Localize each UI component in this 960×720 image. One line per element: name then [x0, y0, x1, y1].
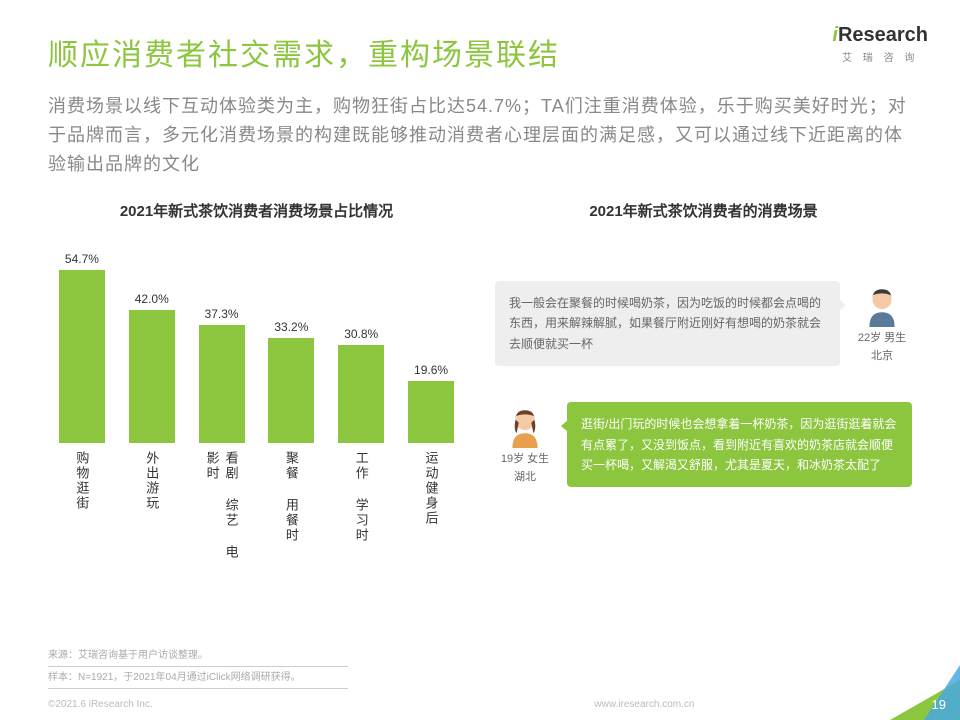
bar-category-label: 聚餐 用餐时 — [282, 451, 301, 561]
bar-chart: 54.7% 购物逛街 42.0% 外出游玩 37.3% 看剧 综艺 电影时 33.2% 聚餐 … — [48, 241, 465, 561]
footnote-line1: 来源：艾瑞咨询基于用户访谈整理。 — [48, 648, 348, 663]
logo: iResearch 艾 瑞 咨 询 — [832, 24, 928, 64]
bar-category-label: 外出游玩 — [142, 451, 161, 561]
bar-group: 30.8% 工作 学习时 — [331, 327, 391, 561]
quote-row: 19岁 女生湖北逛街/出门玩的时候也会想拿着一杯奶茶，因为逛街逛着就会有点累了，… — [495, 402, 912, 487]
content: 2021年新式茶饮消费者消费场景占比情况 54.7% 购物逛街 42.0% 外出游玩 3… — [48, 200, 912, 640]
bar-value-label: 54.7% — [65, 252, 99, 266]
bar — [59, 270, 105, 443]
quote-bubble: 我一般会在聚餐的时候喝奶茶，因为吃饭的时候都会点喝的东西，用来解辣解腻，如果餐厅… — [495, 281, 840, 366]
bar-category-label: 购物逛街 — [72, 451, 91, 561]
logo-sub: 艾 瑞 咨 询 — [832, 49, 928, 64]
url-text: www.iresearch.com.cn — [594, 699, 694, 710]
avatar-line1: 22岁 男生 — [858, 329, 906, 345]
bar — [129, 310, 175, 443]
logo-brand: iResearch — [832, 24, 928, 47]
bar-value-label: 33.2% — [274, 320, 308, 334]
bar-group: 33.2% 聚餐 用餐时 — [261, 320, 321, 561]
avatar-line2: 北京 — [871, 347, 893, 363]
bar-group: 42.0% 外出游玩 — [122, 292, 182, 561]
quote-bubble: 逛街/出门玩的时候也会想拿着一杯奶茶，因为逛街逛着就会有点累了，又没到饭点，看到… — [567, 402, 912, 487]
logo-text: Research — [838, 24, 928, 46]
bar-category-label: 看剧 综艺 电影时 — [203, 451, 241, 561]
bar-value-label: 42.0% — [135, 292, 169, 306]
bar-group: 54.7% 购物逛街 — [52, 252, 112, 561]
chart-title: 2021年新式茶饮消费者消费场景占比情况 — [48, 200, 465, 221]
avatar-line2: 湖北 — [514, 468, 536, 484]
quote-row: 我一般会在聚餐的时候喝奶茶，因为吃饭的时候都会点喝的东西，用来解辣解腻，如果餐厅… — [495, 281, 912, 366]
slide: iResearch 艾 瑞 咨 询 顺应消费者社交需求，重构场景联结 消费场景以… — [0, 0, 960, 720]
avatar-icon — [861, 285, 903, 327]
divider — [48, 666, 348, 667]
page-subtitle: 消费场景以线下互动体验类为主，购物狂街占比达54.7%；TA们注重消费体验，乐于… — [48, 92, 912, 178]
page-number: 19 — [932, 697, 946, 712]
bar-group: 19.6% 运动健身后 — [401, 363, 461, 561]
quotes-panel: 2021年新式茶饮消费者的消费场景 我一般会在聚餐的时候喝奶茶，因为吃饭的时候都… — [495, 200, 912, 640]
avatar-col: 19岁 女生湖北 — [495, 406, 555, 484]
bar-category-label: 运动健身后 — [422, 451, 441, 561]
bar-value-label: 30.8% — [344, 327, 378, 341]
copyright: ©2021.6 iResearch Inc. www.iresear — [48, 699, 694, 710]
footnote: 来源：艾瑞咨询基于用户访谈整理。 样本：N=1921，于2021年04月通过iC… — [48, 648, 348, 692]
bar — [199, 325, 245, 443]
bar-value-label: 37.3% — [205, 307, 239, 321]
avatar-icon — [504, 406, 546, 448]
bar — [338, 345, 384, 443]
bar-group: 37.3% 看剧 综艺 电影时 — [192, 307, 252, 561]
chart-panel: 2021年新式茶饮消费者消费场景占比情况 54.7% 购物逛街 42.0% 外出游玩 3… — [48, 200, 465, 640]
avatar-line1: 19岁 女生 — [501, 450, 549, 466]
page-title: 顺应消费者社交需求，重构场景联结 — [48, 30, 560, 74]
bar — [268, 338, 314, 443]
right-title: 2021年新式茶饮消费者的消费场景 — [495, 200, 912, 221]
quotes-list: 我一般会在聚餐的时候喝奶茶，因为吃饭的时候都会点喝的东西，用来解辣解腻，如果餐厅… — [495, 281, 912, 487]
avatar-col: 22岁 男生北京 — [852, 285, 912, 363]
bar — [408, 381, 454, 443]
divider — [48, 688, 348, 689]
bar-value-label: 19.6% — [414, 363, 448, 377]
footnote-line2: 样本：N=1921，于2021年04月通过iClick网络调研获得。 — [48, 670, 348, 685]
bar-category-label: 工作 学习时 — [352, 451, 371, 561]
copyright-text: ©2021.6 iResearch Inc. — [48, 699, 153, 710]
